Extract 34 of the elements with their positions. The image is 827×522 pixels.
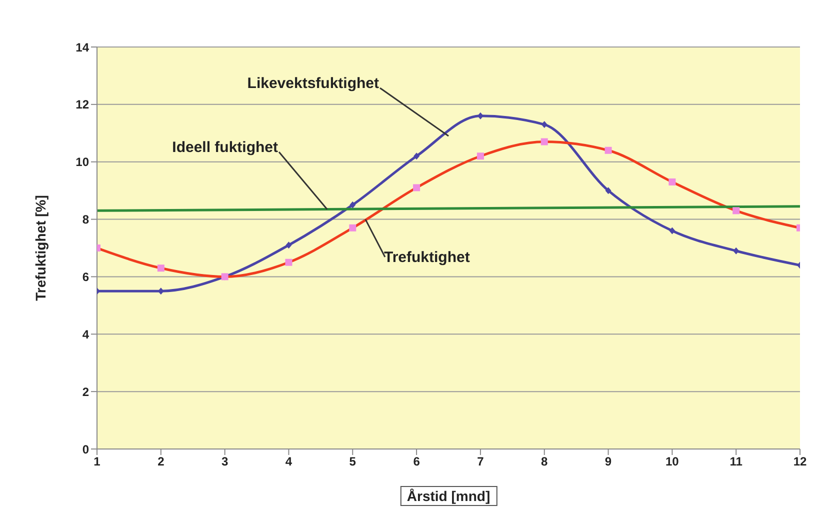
x-tick-label: 7 <box>477 454 484 469</box>
x-tick-label: 4 <box>285 454 292 469</box>
x-axis-title: Årstid [mnd] <box>400 486 498 506</box>
x-tick-label: 9 <box>604 454 612 469</box>
x-tick-label: 12 <box>793 454 807 469</box>
point <box>605 187 612 194</box>
x-tick-label: 8 <box>541 454 548 469</box>
y-axis-title: Trefuktighet [%] <box>32 195 49 301</box>
point <box>286 242 292 249</box>
y-tick-label: 8 <box>82 212 90 227</box>
y-tick-label: 2 <box>82 384 90 399</box>
annotation: Trefuktighet <box>384 248 470 266</box>
point <box>733 247 740 254</box>
x-tick-label: 3 <box>221 454 228 469</box>
point <box>669 227 676 234</box>
x-tick-label: 1 <box>94 454 101 469</box>
y-tick-label: 6 <box>82 270 90 284</box>
x-tick-label: 5 <box>349 454 356 469</box>
x-tick-label: 2 <box>158 454 165 469</box>
y-tick-label: 0 <box>82 442 90 456</box>
y-tick-label: 10 <box>76 155 90 170</box>
y-tick-label: 4 <box>82 327 90 342</box>
y-tick-label: 14 <box>76 40 90 54</box>
point <box>158 288 164 295</box>
point <box>350 201 356 208</box>
annotation: Ideell fuktighet <box>172 138 278 156</box>
point <box>477 112 484 120</box>
x-tick-label: 6 <box>413 454 420 469</box>
x-tick-label: 10 <box>666 454 680 469</box>
x-tick-label: 11 <box>730 454 743 469</box>
point <box>414 152 420 160</box>
annotation: Likevektsfuktighet <box>247 74 379 92</box>
y-tick-label: 12 <box>76 98 90 112</box>
point <box>541 121 548 128</box>
